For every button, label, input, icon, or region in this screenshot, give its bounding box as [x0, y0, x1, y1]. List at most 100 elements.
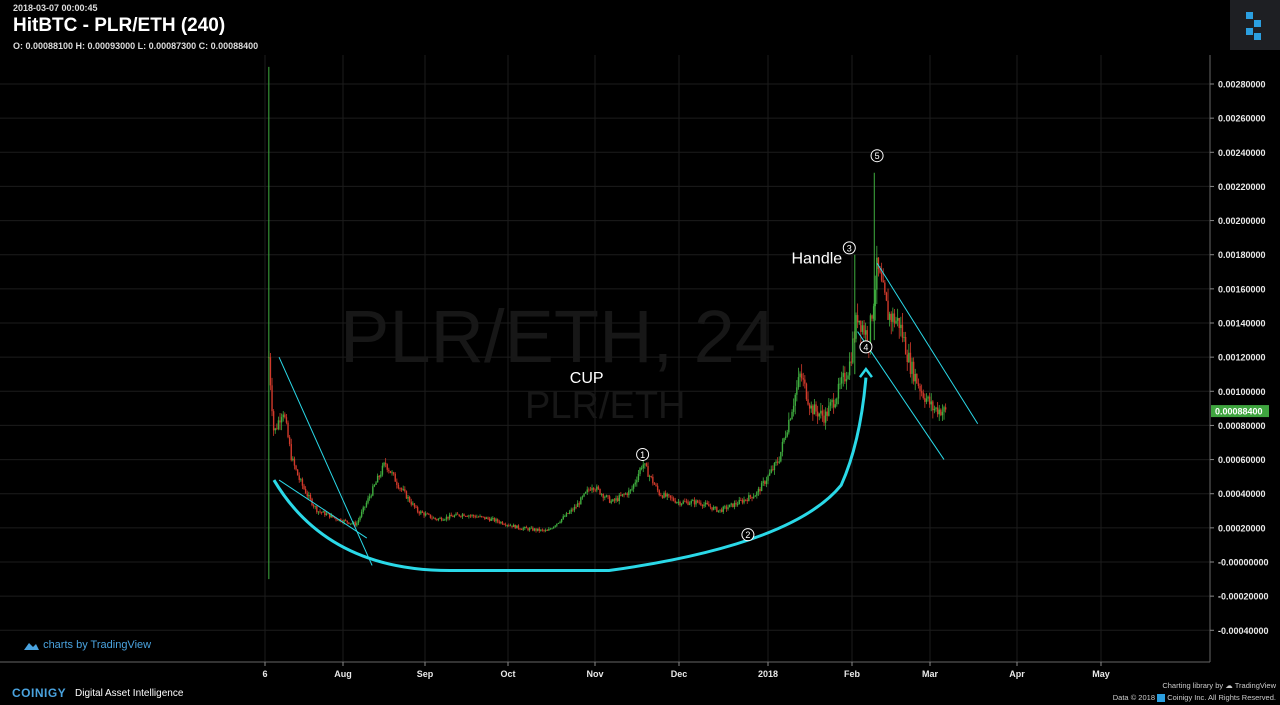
candle-body	[898, 318, 900, 329]
candle-body	[330, 515, 332, 518]
tradingview-credit[interactable]: charts by TradingView	[22, 639, 151, 651]
candle-body	[644, 463, 646, 465]
candle-body	[280, 417, 283, 423]
candle-body	[492, 517, 494, 519]
candle-body	[712, 507, 715, 510]
candle-body	[608, 496, 611, 503]
candle-body	[919, 385, 921, 392]
candle-body	[872, 306, 875, 319]
candle-body	[405, 491, 408, 499]
candle-body	[943, 407, 945, 412]
price-tick-label: 0.00060000	[1218, 455, 1266, 465]
candle-body	[476, 516, 478, 518]
wave-marker-label: 4	[863, 342, 868, 352]
candle-body	[845, 379, 848, 382]
candle-body	[628, 490, 630, 496]
candle-body	[687, 501, 689, 505]
candle-body	[588, 489, 590, 491]
candle-body	[666, 494, 668, 497]
candle-body	[647, 466, 649, 477]
candle-body	[797, 377, 800, 388]
candle-body	[762, 481, 764, 483]
candle-body	[648, 476, 651, 477]
candle-body	[426, 513, 428, 515]
candle-body	[445, 516, 448, 520]
candle-body	[823, 415, 825, 423]
candle-body	[328, 513, 331, 518]
candle-body	[396, 481, 398, 485]
time-tick-label: 2018	[758, 669, 778, 679]
candle-body	[394, 473, 396, 482]
candle-body	[312, 505, 315, 507]
candle-body	[887, 300, 889, 320]
watermark-sub: PLR/ETH	[525, 385, 685, 427]
candle-body	[751, 496, 753, 499]
candle-body	[703, 504, 705, 507]
candle-body	[580, 497, 582, 505]
wave-marker-label: 5	[875, 151, 880, 161]
candle-body	[370, 495, 372, 497]
candle-body	[757, 488, 760, 493]
coinigy-logo-button[interactable]	[1230, 0, 1280, 50]
candle-body	[799, 373, 801, 378]
time-tick-label: Apr	[1009, 669, 1025, 679]
candle-body	[682, 501, 684, 504]
price-axis[interactable]: 0.00280000 0.00260000 0.00240000 0.00220000…	[1209, 55, 1269, 662]
time-axis[interactable]: 6 Aug Sep Oct Nov Dec 2018 Feb Mar Apr May	[0, 661, 1210, 679]
time-tick-label: Aug	[334, 669, 352, 679]
candle-body	[351, 523, 353, 525]
candle-body	[936, 407, 939, 415]
candle-body	[496, 519, 499, 522]
candle-body	[421, 511, 424, 513]
candle-body	[392, 472, 395, 474]
candle-body	[556, 523, 558, 526]
candle-body	[372, 486, 374, 496]
candle-body	[831, 399, 833, 403]
candle-body	[932, 401, 934, 411]
candle-body	[544, 530, 547, 532]
candle-body	[636, 480, 638, 483]
candle-body	[343, 520, 345, 523]
candle-body	[812, 405, 814, 415]
candle-body	[447, 516, 449, 519]
candle-body	[674, 500, 676, 503]
candle-body	[736, 504, 739, 506]
candle-body	[386, 464, 388, 470]
candle-body	[344, 520, 347, 521]
candle-body	[752, 496, 755, 499]
candle-body	[576, 503, 579, 507]
candle-body	[560, 519, 563, 522]
candle-body	[413, 503, 416, 507]
candle-body	[282, 414, 284, 418]
annotations: CUP Handle 1 2 3 4 5	[272, 149, 979, 573]
candle-body	[319, 511, 321, 513]
candle-body	[522, 528, 524, 530]
candle-body	[906, 354, 908, 363]
price-tick-label: 0.00120000	[1218, 353, 1266, 363]
candle-body	[271, 385, 273, 412]
time-tick-label: Mar	[922, 669, 939, 679]
candle-body	[876, 257, 878, 290]
coinigy-brand[interactable]: COINIGY	[12, 686, 67, 700]
candle-body	[884, 282, 886, 293]
candle-body	[530, 527, 532, 529]
candle-body	[565, 513, 568, 517]
candle-body	[488, 518, 491, 521]
candle-body	[676, 502, 678, 503]
candle-body	[599, 488, 601, 495]
candle-body	[364, 506, 366, 508]
candle-body	[664, 492, 667, 497]
price-tick-label: -0.00000000	[1218, 558, 1269, 568]
price-tick-label: 0.00080000	[1218, 421, 1266, 431]
candle-body	[296, 469, 299, 476]
tradingview-footer-link[interactable]: TradingView	[1234, 681, 1276, 690]
candle-body	[613, 499, 616, 501]
candle-body	[772, 469, 774, 471]
candle-body	[549, 528, 552, 530]
candle-body	[471, 515, 473, 516]
candle-body	[704, 502, 707, 505]
candle-body	[431, 517, 433, 519]
candle-body	[501, 521, 504, 525]
candle-body	[359, 516, 361, 520]
